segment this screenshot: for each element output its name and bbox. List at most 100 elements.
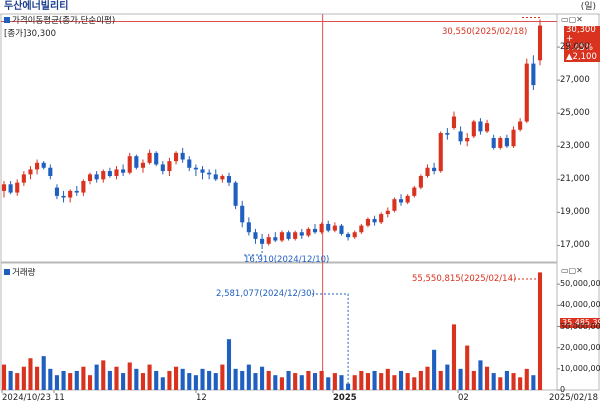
volume-bar xyxy=(372,370,377,390)
candle-body xyxy=(319,223,324,233)
candle-body xyxy=(1,184,7,191)
volume-bar xyxy=(352,375,357,390)
volume-bar xyxy=(312,373,318,390)
candle-body xyxy=(504,138,509,147)
price-tick-label: 21,000 xyxy=(560,174,590,185)
volume-bar xyxy=(81,366,86,390)
close-icon[interactable]: ✕ xyxy=(576,15,583,24)
volume-bar xyxy=(54,375,59,390)
volume-bar xyxy=(332,373,337,390)
price-panel-buttons[interactable]: ▭▢✕ xyxy=(561,15,583,24)
axis-strip xyxy=(556,13,600,391)
candle-body xyxy=(425,167,430,177)
candle-body xyxy=(121,169,126,173)
candle-body xyxy=(346,233,351,238)
x-tick-label: 2025 xyxy=(333,393,357,403)
volume-bar xyxy=(485,366,490,390)
volume-bar xyxy=(35,366,40,390)
volume-bar xyxy=(319,370,324,390)
volume-high-annotation: 55,550,815(2025/02/14) xyxy=(412,274,517,284)
volume-bar xyxy=(180,368,185,390)
candle-body xyxy=(15,182,20,193)
volume-bar xyxy=(121,373,126,390)
candle-body xyxy=(332,225,337,231)
volume-bar xyxy=(147,364,152,390)
candle-body xyxy=(187,159,192,168)
maximize-icon[interactable]: ▢ xyxy=(568,15,577,24)
candle-body xyxy=(524,63,529,122)
candle-body xyxy=(81,180,86,193)
candle-body xyxy=(273,237,278,241)
x-tick-label: 2024/10/23 xyxy=(2,393,51,403)
candle-body xyxy=(266,237,271,244)
volume-tick-label: 30,000,000 xyxy=(560,321,600,331)
candle-body xyxy=(412,187,417,196)
candle-body xyxy=(326,223,331,231)
x-tick-label: 12 xyxy=(196,393,207,403)
candle-body xyxy=(160,164,165,172)
high-volume-leader xyxy=(510,272,541,280)
volume-bar xyxy=(107,370,112,390)
candle-body xyxy=(74,190,79,193)
volume-bar xyxy=(266,370,271,390)
volume-bar xyxy=(491,373,496,390)
volume-bar xyxy=(253,373,258,390)
candle-body xyxy=(312,228,318,233)
window-title: 두산에너빌리티 xyxy=(4,1,69,12)
volume-bar xyxy=(273,375,278,390)
volume-tick-label: 50,000,000 xyxy=(560,279,600,289)
volume-bar xyxy=(1,364,7,390)
candle-body xyxy=(147,152,152,163)
volume-bar xyxy=(74,370,79,390)
price-panel xyxy=(0,13,558,263)
candle-body xyxy=(339,225,344,234)
volume-bar xyxy=(425,366,430,390)
volume-bar xyxy=(398,370,404,390)
volume-tick-label: 10,000,000 xyxy=(560,363,600,373)
volume-bar xyxy=(451,324,457,390)
volume-bar xyxy=(524,368,529,390)
volume-bar xyxy=(518,377,523,390)
candle-body xyxy=(101,171,106,180)
candle-body xyxy=(21,174,26,183)
volume-bar xyxy=(48,368,53,390)
change-abs: ▲2,100 xyxy=(566,52,597,62)
volume-bar xyxy=(478,360,483,390)
volume-bar xyxy=(187,373,192,390)
volume-low-annotation: 2,581,077(2024/12/30) xyxy=(216,289,315,299)
candle-body xyxy=(253,232,258,239)
close-icon[interactable]: ✕ xyxy=(576,266,583,275)
period-label[interactable]: (일) xyxy=(580,2,596,12)
candle-body xyxy=(352,232,357,238)
volume-bar xyxy=(504,370,509,390)
candle-body xyxy=(379,214,384,223)
candle-body xyxy=(233,182,238,206)
price-legend: 가격이동평균(종가,단순이평) xyxy=(4,16,115,26)
volume-panel-buttons[interactable]: ▭▢✕ xyxy=(561,266,583,275)
x-tick-label: 2025/02/18 xyxy=(549,393,598,403)
volume-bar xyxy=(154,370,159,390)
candle-body xyxy=(173,152,179,162)
minimize-icon[interactable]: ▭ xyxy=(561,15,569,24)
volume-bar xyxy=(498,377,503,390)
volume-bar xyxy=(207,370,212,390)
candle-body xyxy=(167,161,172,172)
candle-body xyxy=(465,138,470,142)
volume-bar xyxy=(418,370,423,390)
volume-bar xyxy=(458,368,463,390)
price-tick-label: 25,000 xyxy=(560,108,590,119)
maximize-icon[interactable]: ▢ xyxy=(568,266,577,275)
volume-tick-label: 40,000,000 xyxy=(560,300,600,310)
volume-bar xyxy=(134,368,139,390)
volume-bar xyxy=(405,373,410,390)
volume-bar xyxy=(167,370,172,390)
volume-bar xyxy=(140,373,146,390)
volume-bar xyxy=(379,373,384,390)
volume-bar xyxy=(246,364,251,390)
candle-body xyxy=(213,174,218,180)
candle-body xyxy=(478,121,483,132)
volume-bar xyxy=(293,373,298,390)
candle-body xyxy=(246,222,251,233)
minimize-icon[interactable]: ▭ xyxy=(561,266,569,275)
